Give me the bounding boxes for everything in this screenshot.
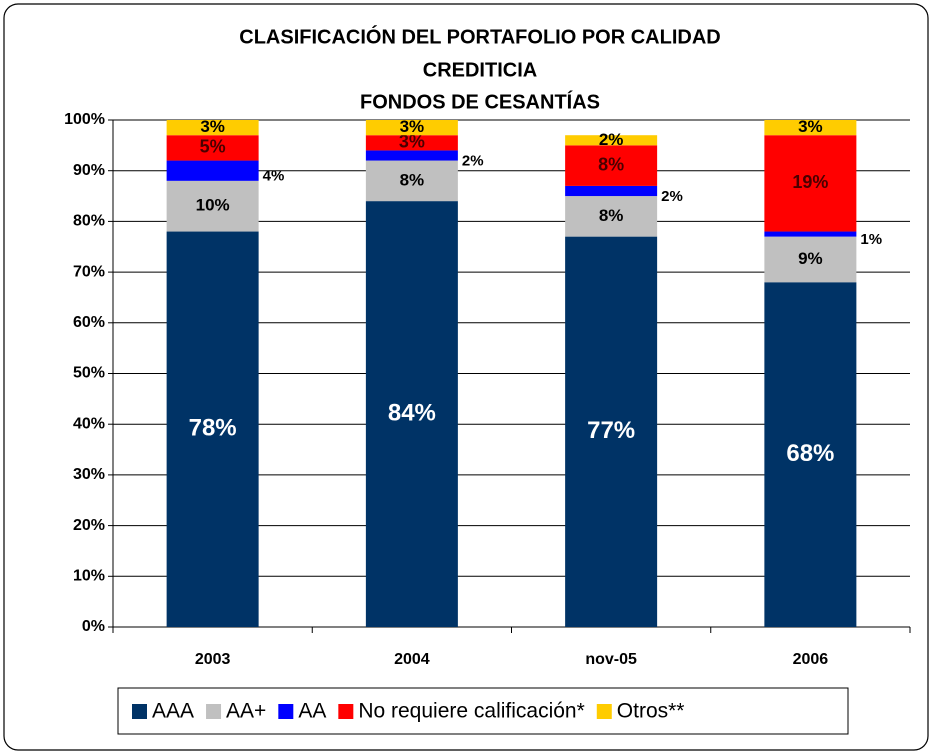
x-tick-label: 2003	[195, 651, 231, 668]
y-tick-label: 20%	[73, 517, 105, 534]
data-label: 9%	[798, 249, 823, 268]
legend-swatch	[278, 704, 294, 719]
y-tick-label: 100%	[64, 111, 105, 128]
y-tick-label: 80%	[73, 213, 105, 230]
bar-segment	[365, 120, 458, 136]
data-label: 78%	[189, 415, 237, 442]
chart-title: CLASIFICACIÓN DEL PORTAFOLIO POR CALIDAD	[239, 24, 720, 48]
data-label: 3%	[798, 117, 823, 136]
y-tick-label: 50%	[73, 365, 105, 382]
data-label: 10%	[196, 196, 230, 215]
legend-label: AA+	[226, 700, 266, 723]
data-label: 77%	[587, 417, 635, 444]
y-tick-label: 0%	[82, 618, 105, 635]
data-label: 8%	[400, 170, 425, 189]
x-tick-label: nov-05	[585, 651, 637, 668]
data-label: 1%	[860, 231, 882, 248]
y-tick-label: 40%	[73, 415, 105, 432]
bar-segment	[166, 180, 259, 232]
bar-segment	[166, 135, 259, 161]
bar-segment	[565, 145, 658, 186]
y-tick-label: 60%	[73, 314, 105, 331]
data-label: 8%	[598, 154, 624, 174]
chart-title: CREDITICIA	[423, 59, 537, 81]
bar-segment	[565, 236, 658, 628]
legend-label: Otros**	[617, 700, 685, 723]
data-label: 4%	[263, 168, 285, 185]
data-label: 2%	[599, 130, 624, 149]
legend-box	[117, 687, 849, 735]
legend-label: No requiere calificación*	[358, 700, 584, 723]
bar-segment	[764, 236, 857, 283]
data-label: 84%	[388, 399, 436, 426]
bar-segment	[365, 201, 458, 627]
y-tick-label: 30%	[73, 466, 105, 483]
bar-segment	[764, 282, 857, 627]
data-label: 68%	[786, 440, 834, 467]
data-label: 2%	[462, 152, 484, 169]
bar-segment	[764, 231, 857, 237]
bar-segment	[565, 196, 658, 237]
data-label: 3%	[400, 117, 425, 136]
bar-segment	[565, 135, 658, 146]
bar-segment	[365, 135, 458, 151]
bar-segment	[166, 160, 259, 181]
legend-label: AAA	[152, 700, 194, 723]
x-tick-label: 2004	[394, 651, 430, 668]
legend-swatch	[338, 704, 354, 719]
bar-segment	[166, 231, 259, 628]
bar-segment	[365, 150, 458, 161]
y-tick-label: 10%	[73, 568, 105, 585]
legend-swatch	[132, 704, 147, 719]
bar-segment	[365, 160, 458, 202]
bar-segment	[565, 185, 658, 197]
chart-title: FONDOS DE CESANTÍAS	[360, 90, 600, 113]
legend-swatch	[206, 704, 222, 719]
data-label: 8%	[599, 206, 624, 225]
data-label: 19%	[792, 172, 828, 192]
bar-segment	[166, 120, 259, 136]
data-label: 3%	[399, 132, 425, 152]
y-tick-label: 90%	[73, 162, 105, 179]
y-tick-label: 70%	[73, 263, 105, 280]
legend-swatch	[596, 704, 612, 719]
legend-label: AA	[298, 700, 326, 723]
data-label: 2%	[661, 188, 683, 205]
data-label: 5%	[200, 137, 226, 157]
bar-segment	[764, 120, 857, 136]
bar-segment	[764, 135, 857, 232]
data-label: 3%	[200, 117, 225, 136]
x-tick-label: 2006	[793, 651, 829, 668]
